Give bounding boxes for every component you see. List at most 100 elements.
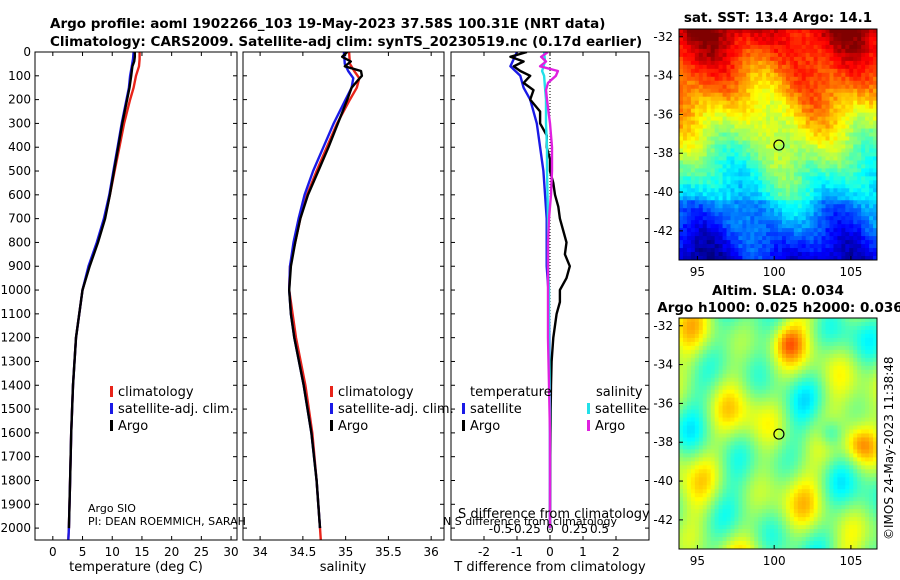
- map-cell: [734, 369, 739, 375]
- map-cell: [797, 357, 803, 363]
- map-cell: [682, 397, 688, 403]
- map-cell: [845, 148, 850, 154]
- map-cell: [714, 252, 720, 257]
- map-cell: [845, 256, 850, 260]
- map-cell: [686, 68, 692, 74]
- map-cell: [726, 172, 732, 177]
- map-cell: [762, 361, 767, 367]
- map-cell: [682, 405, 688, 411]
- map-cell: [789, 248, 795, 253]
- map-cell: [734, 409, 739, 415]
- map-cell: [857, 192, 862, 197]
- map-cell: [714, 60, 720, 66]
- map-cell: [730, 333, 736, 339]
- map-cell: [690, 104, 696, 110]
- map-cell: [793, 116, 799, 122]
- map-cell: [722, 76, 728, 82]
- map-cell: [861, 184, 866, 189]
- map-cell: [718, 36, 724, 42]
- map-cell: [690, 112, 696, 118]
- map-cell: [726, 240, 732, 245]
- map-cell: [829, 188, 835, 193]
- map-cell: [686, 148, 692, 154]
- map-cell: [825, 224, 831, 229]
- map-cell: [770, 361, 775, 367]
- map-cell: [789, 48, 795, 54]
- map-cell: [853, 100, 858, 106]
- map-cell: [706, 401, 712, 407]
- map-cell: [702, 369, 708, 375]
- map-cell: [789, 212, 795, 217]
- map-cell: [702, 44, 708, 50]
- map-cell: [865, 357, 870, 363]
- map-cell: [694, 377, 700, 383]
- map-cell: [813, 353, 819, 359]
- map-cell: [785, 349, 791, 355]
- map-cell: [774, 56, 779, 62]
- map-cell: [805, 329, 811, 335]
- map-cell: [774, 168, 779, 173]
- map-cell: [766, 116, 771, 122]
- map-cell: [841, 429, 846, 435]
- map-cell: [813, 136, 819, 142]
- map-cell: [789, 84, 795, 90]
- map-cell: [797, 381, 803, 387]
- map-cell: [781, 236, 787, 241]
- map-cell: [829, 96, 835, 102]
- map-cell: [734, 148, 739, 154]
- map-cell: [718, 188, 724, 193]
- map-cell: [857, 429, 862, 435]
- map-cell: [873, 357, 877, 363]
- map-cell: [686, 228, 692, 233]
- map-cell: [702, 345, 708, 351]
- map-cell: [873, 124, 877, 130]
- map-cell: [742, 433, 747, 439]
- map-cell: [805, 240, 811, 245]
- map-cell: [750, 144, 755, 150]
- map-cell: [861, 200, 866, 205]
- map-cell: [845, 425, 850, 431]
- map-cell: [750, 401, 755, 407]
- y-tick-label: 1300: [0, 354, 31, 368]
- map-cell: [793, 377, 799, 383]
- map-cell: [809, 52, 815, 58]
- figure-title-line2: Climatology: CARS2009. Satellite-adj cli…: [50, 34, 642, 50]
- map-cell: [770, 433, 775, 439]
- map-cell: [805, 216, 811, 221]
- map-cell: [825, 76, 831, 82]
- map-cell: [797, 188, 803, 193]
- map-cell: [853, 212, 858, 217]
- map-cell: [679, 457, 684, 462]
- map-cell: [849, 76, 854, 82]
- map-cell: [813, 56, 819, 62]
- map-cell: [805, 453, 811, 458]
- map-cell: [781, 212, 787, 217]
- map-cell: [710, 56, 716, 62]
- map-cell: [829, 457, 835, 462]
- map-cell: [726, 248, 732, 253]
- map-cell: [861, 369, 866, 375]
- series-line-climatology: [67, 52, 141, 540]
- map-cell: [718, 156, 724, 162]
- map-cell: [718, 124, 724, 130]
- map-cell: [738, 148, 743, 154]
- map-cell: [698, 461, 704, 466]
- map-cell: [730, 96, 736, 102]
- map-cell: [714, 216, 720, 221]
- map-cell: [690, 84, 696, 90]
- map-cell: [694, 44, 700, 50]
- map-cell: [789, 244, 795, 249]
- map-cell: [770, 40, 775, 46]
- map-cell: [726, 136, 732, 142]
- map-cell: [722, 457, 728, 462]
- map-cell: [738, 124, 743, 130]
- map-cell: [754, 40, 759, 46]
- map-cell: [734, 136, 739, 142]
- map-cell: [730, 405, 736, 411]
- map-cell: [793, 84, 799, 90]
- map-cell: [706, 56, 712, 62]
- map-cell: [682, 236, 688, 241]
- map-cell: [797, 176, 803, 181]
- map-cell: [841, 409, 846, 415]
- map-cell: [857, 176, 862, 181]
